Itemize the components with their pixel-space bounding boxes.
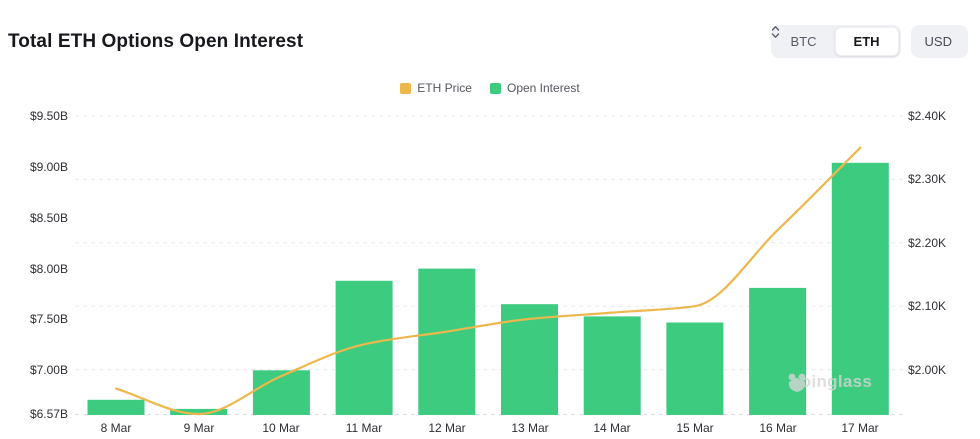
- open-interest-bar: [666, 322, 724, 415]
- eth-toggle-button[interactable]: ETH: [834, 27, 899, 56]
- y-axis-right-tick: $2.20K: [908, 236, 947, 250]
- x-axis-label: 11 Mar: [345, 421, 383, 435]
- y-axis-right-tick: $2.10K: [908, 299, 947, 313]
- open-interest-swatch-icon: [489, 82, 501, 94]
- x-axis-label: 15 Mar: [676, 421, 714, 435]
- eth-price-swatch-icon: [400, 82, 412, 94]
- currency-select[interactable]: USD: [771, 25, 968, 58]
- page-title: Total ETH Options Open Interest: [8, 31, 304, 52]
- open-interest-bar: [831, 162, 889, 415]
- open-interest-bar: [87, 399, 145, 415]
- open-interest-bar: [501, 304, 558, 415]
- btc-toggle-button[interactable]: BTC: [773, 27, 835, 56]
- open-interest-bar: [749, 287, 807, 415]
- coin-toggle: BTC ETH: [770, 25, 901, 58]
- x-axis-label: 12 Mar: [428, 421, 466, 435]
- y-axis-left-tick: $6.57B: [29, 407, 68, 421]
- y-axis-right-tick: $2.40K: [908, 109, 947, 123]
- x-axis-label: 9 Mar: [183, 421, 215, 435]
- x-axis-label: 8 Mar: [100, 421, 132, 435]
- open-interest-bar: [335, 280, 393, 415]
- legend-item-open-interest[interactable]: Open Interest: [489, 81, 580, 95]
- x-axis-label: 16 Mar: [759, 421, 797, 435]
- y-axis-left-tick: $8.00B: [29, 262, 68, 276]
- header-controls: BTC ETH USD: [770, 25, 968, 58]
- x-axis-label: 10 Mar: [262, 421, 300, 435]
- y-axis-left-tick: $7.50B: [29, 312, 68, 326]
- open-interest-bar: [252, 370, 310, 415]
- eth-price-line: [114, 146, 862, 416]
- x-axis-label: 13 Mar: [511, 421, 549, 435]
- x-axis-label: 14 Mar: [593, 421, 631, 435]
- y-axis-left-tick: $9.00B: [29, 160, 68, 174]
- open-interest-bar: [170, 408, 228, 415]
- open-interest-bar: [418, 268, 476, 415]
- legend: ETH Price Open Interest: [0, 81, 980, 95]
- currency-select-value: USD: [924, 34, 952, 49]
- x-axis-label: 17 Mar: [841, 421, 879, 435]
- legend-label-open-interest: Open Interest: [506, 81, 580, 95]
- legend-item-eth-price[interactable]: ETH Price: [400, 81, 472, 95]
- open-interest-bar: [583, 316, 641, 415]
- y-axis-left-tick: $7.00B: [29, 363, 68, 377]
- y-axis-left-tick: $8.50B: [29, 211, 68, 225]
- y-axis-right-tick: $2.00K: [908, 363, 947, 377]
- y-axis-left-tick: $9.50B: [29, 109, 68, 123]
- y-axis-right-tick: $2.30K: [908, 172, 947, 186]
- legend-label-eth-price: ETH Price: [417, 81, 472, 95]
